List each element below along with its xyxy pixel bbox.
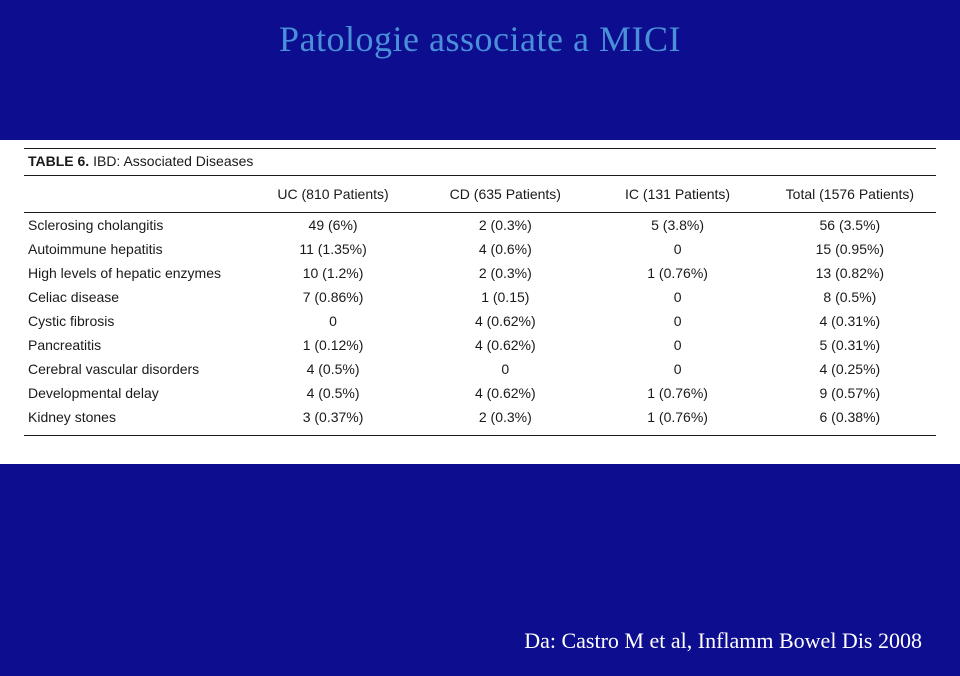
row-label: Autoimmune hepatitis [24, 237, 247, 261]
th-ic: IC (131 Patients) [591, 176, 763, 213]
table-row: Sclerosing cholangitis49 (6%)2 (0.3%)5 (… [24, 213, 936, 238]
row-value: 4 (0.25%) [764, 357, 936, 381]
th-blank [24, 176, 247, 213]
row-value: 13 (0.82%) [764, 261, 936, 285]
table-caption-text: IBD: Associated Diseases [93, 153, 253, 169]
row-label: High levels of hepatic enzymes [24, 261, 247, 285]
row-value: 1 (0.12%) [247, 333, 419, 357]
row-value: 1 (0.76%) [591, 261, 763, 285]
row-value: 2 (0.3%) [419, 405, 591, 436]
row-label: Cerebral vascular disorders [24, 357, 247, 381]
row-label: Celiac disease [24, 285, 247, 309]
row-value: 1 (0.76%) [591, 405, 763, 436]
row-value: 15 (0.95%) [764, 237, 936, 261]
row-value: 0 [419, 357, 591, 381]
row-value: 0 [591, 333, 763, 357]
row-value: 49 (6%) [247, 213, 419, 238]
table-number: TABLE 6. [28, 153, 89, 169]
citation: Da: Castro M et al, Inflamm Bowel Dis 20… [524, 628, 922, 654]
row-label: Sclerosing cholangitis [24, 213, 247, 238]
row-value: 0 [591, 237, 763, 261]
table-row: Celiac disease7 (0.86%)1 (0.15)08 (0.5%) [24, 285, 936, 309]
row-value: 4 (0.62%) [419, 333, 591, 357]
row-value: 1 (0.76%) [591, 381, 763, 405]
row-label: Cystic fibrosis [24, 309, 247, 333]
row-value: 4 (0.5%) [247, 357, 419, 381]
row-value: 2 (0.3%) [419, 261, 591, 285]
row-value: 6 (0.38%) [764, 405, 936, 436]
row-value: 4 (0.62%) [419, 309, 591, 333]
row-value: 5 (0.31%) [764, 333, 936, 357]
row-value: 5 (3.8%) [591, 213, 763, 238]
row-value: 8 (0.5%) [764, 285, 936, 309]
row-value: 0 [591, 357, 763, 381]
data-table: UC (810 Patients) CD (635 Patients) IC (… [24, 176, 936, 436]
row-value: 1 (0.15) [419, 285, 591, 309]
row-label: Pancreatitis [24, 333, 247, 357]
table-row: Cerebral vascular disorders4 (0.5%)004 (… [24, 357, 936, 381]
row-value: 3 (0.37%) [247, 405, 419, 436]
table-row: Autoimmune hepatitis11 (1.35%)4 (0.6%)01… [24, 237, 936, 261]
row-value: 7 (0.86%) [247, 285, 419, 309]
table-header-row: UC (810 Patients) CD (635 Patients) IC (… [24, 176, 936, 213]
row-value: 0 [591, 285, 763, 309]
row-value: 10 (1.2%) [247, 261, 419, 285]
row-label: Kidney stones [24, 405, 247, 436]
table-container: TABLE 6. IBD: Associated Diseases UC (81… [0, 140, 960, 464]
row-label: Developmental delay [24, 381, 247, 405]
row-value: 9 (0.57%) [764, 381, 936, 405]
row-value: 4 (0.31%) [764, 309, 936, 333]
slide-title: Patologie associate a MICI [0, 0, 960, 60]
table-row: High levels of hepatic enzymes10 (1.2%)2… [24, 261, 936, 285]
row-value: 4 (0.6%) [419, 237, 591, 261]
th-total: Total (1576 Patients) [764, 176, 936, 213]
row-value: 11 (1.35%) [247, 237, 419, 261]
row-value: 4 (0.62%) [419, 381, 591, 405]
table-row: Cystic fibrosis04 (0.62%)04 (0.31%) [24, 309, 936, 333]
th-cd: CD (635 Patients) [419, 176, 591, 213]
row-value: 2 (0.3%) [419, 213, 591, 238]
row-value: 0 [591, 309, 763, 333]
table-row: Kidney stones3 (0.37%)2 (0.3%)1 (0.76%)6… [24, 405, 936, 436]
table-row: Developmental delay4 (0.5%)4 (0.62%)1 (0… [24, 381, 936, 405]
table-body: Sclerosing cholangitis49 (6%)2 (0.3%)5 (… [24, 213, 936, 436]
table-row: Pancreatitis1 (0.12%)4 (0.62%)05 (0.31%) [24, 333, 936, 357]
row-value: 4 (0.5%) [247, 381, 419, 405]
table-caption: TABLE 6. IBD: Associated Diseases [24, 148, 936, 176]
row-value: 0 [247, 309, 419, 333]
th-uc: UC (810 Patients) [247, 176, 419, 213]
row-value: 56 (3.5%) [764, 213, 936, 238]
